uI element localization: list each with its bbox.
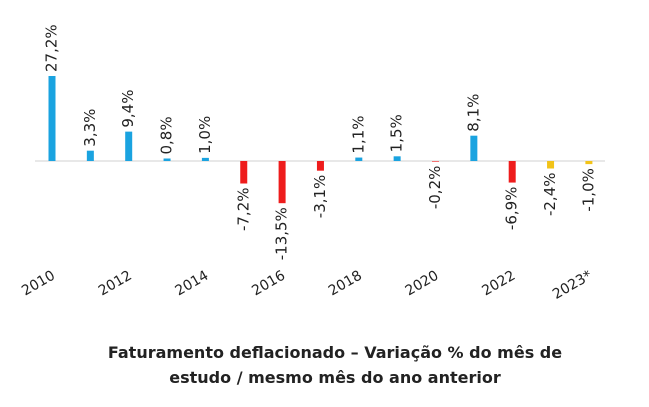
bar xyxy=(508,161,516,183)
value-label: -2,4% xyxy=(541,173,559,217)
x-tick-label: 2018 xyxy=(326,268,365,300)
x-tick-label: 2023* xyxy=(550,268,595,303)
value-label: 1,0% xyxy=(196,116,214,154)
x-tick-label: 2016 xyxy=(249,268,288,300)
chart-title: estudo / mesmo mês do ano anterior xyxy=(169,368,501,387)
value-label: 1,5% xyxy=(388,114,406,152)
bar xyxy=(240,161,248,184)
x-tick-label: 2020 xyxy=(403,268,442,300)
value-label: -6,9% xyxy=(503,187,521,231)
x-tick-label: 2022 xyxy=(479,268,518,300)
bar xyxy=(201,157,209,161)
bar xyxy=(547,161,555,169)
value-label: 27,2% xyxy=(43,24,61,72)
value-label: -7,2% xyxy=(234,188,252,232)
value-label: 8,1% xyxy=(464,94,482,132)
x-tick-label: 2012 xyxy=(96,268,135,300)
bar xyxy=(125,131,133,161)
value-label: 0,8% xyxy=(158,116,176,154)
bar xyxy=(86,150,94,161)
value-label: -13,5% xyxy=(273,207,291,260)
x-tick-label: 2014 xyxy=(173,268,212,300)
value-label: 1,1% xyxy=(349,115,367,153)
bar xyxy=(163,158,171,161)
bar xyxy=(278,161,286,204)
bar xyxy=(48,76,56,161)
value-label: -0,2% xyxy=(426,166,444,210)
bar xyxy=(316,161,324,171)
value-label: -1,0% xyxy=(579,168,597,212)
bar xyxy=(355,157,363,161)
bar xyxy=(393,156,401,161)
bar xyxy=(432,161,439,162)
bar xyxy=(585,161,593,165)
chart-title: Faturamento deflacionado – Variação % do… xyxy=(108,343,562,362)
bar xyxy=(470,135,478,161)
value-label: 3,3% xyxy=(81,109,99,147)
value-label: -3,1% xyxy=(311,175,329,219)
value-label: 9,4% xyxy=(119,90,137,128)
x-tick-label: 2010 xyxy=(19,268,58,300)
